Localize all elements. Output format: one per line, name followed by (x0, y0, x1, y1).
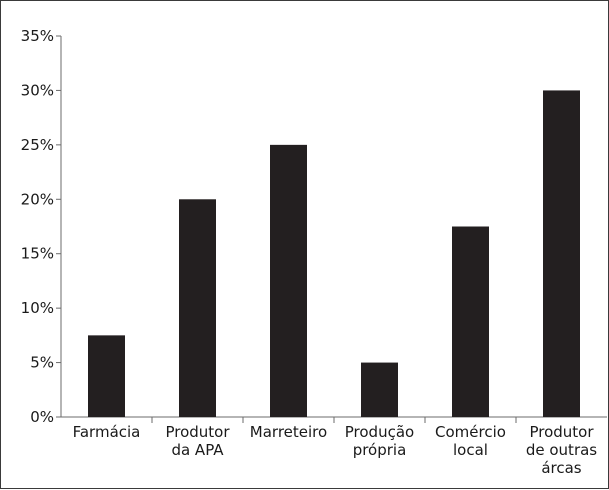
bar (452, 226, 489, 417)
x-category-label: Produtor de outras árcas (526, 423, 597, 477)
bar (88, 335, 125, 417)
y-tick-label: 0% (30, 408, 54, 426)
y-tick-label: 35% (21, 27, 54, 45)
x-category-label: Produtor da APA (165, 423, 230, 459)
bar (270, 144, 307, 417)
y-tick-label: 10% (21, 299, 54, 317)
y-tick-label: 30% (21, 81, 54, 99)
y-tick-label: 5% (30, 354, 54, 372)
bars (88, 90, 580, 417)
x-axis (61, 416, 607, 423)
y-tick-label: 25% (21, 136, 54, 154)
x-category-label: Farmácia (73, 423, 141, 441)
category-labels: Farmácia Produtor da APA Marreteiro Produção… (73, 423, 598, 477)
bar (179, 199, 216, 417)
x-category-label: Produção própria (345, 423, 414, 459)
y-tick-label: 20% (21, 190, 54, 208)
x-category-label: Marreteiro (250, 423, 327, 441)
bar (543, 90, 580, 417)
y-tick-label: 15% (21, 245, 54, 263)
bar (361, 362, 398, 417)
x-category-label: Comércio local (435, 423, 506, 459)
y-axis: 0% 5% 10% 15% 20% 25% 30% 35% (21, 27, 62, 426)
